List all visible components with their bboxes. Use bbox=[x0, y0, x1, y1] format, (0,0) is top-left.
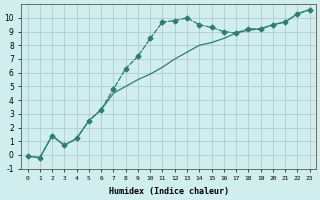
X-axis label: Humidex (Indice chaleur): Humidex (Indice chaleur) bbox=[108, 187, 228, 196]
